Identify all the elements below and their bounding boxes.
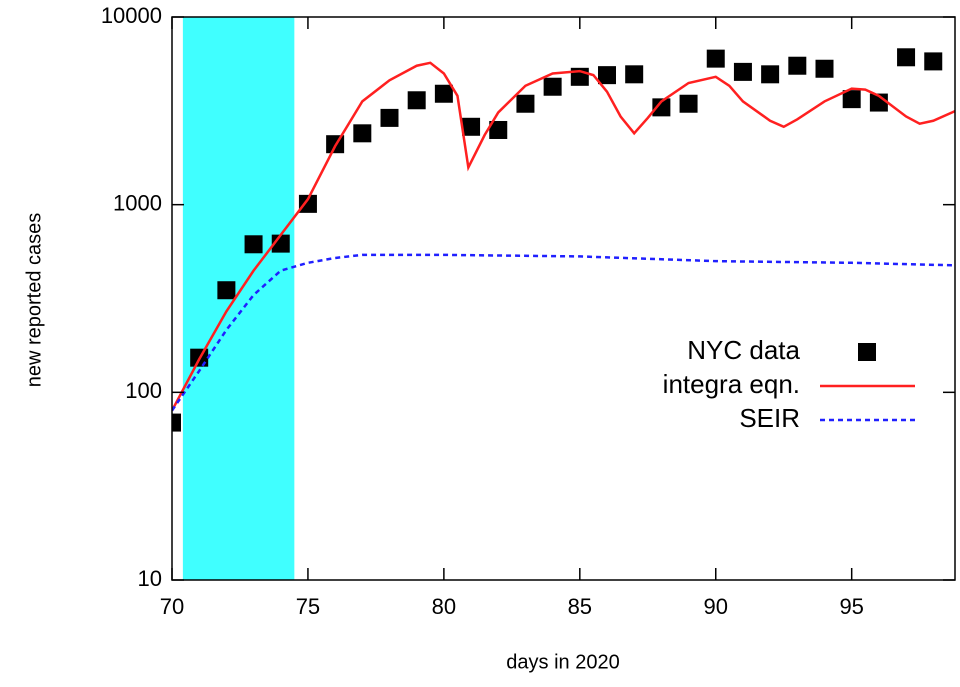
data-point (815, 59, 834, 78)
data-point (652, 98, 671, 117)
data-point (897, 48, 916, 67)
plot-background (182, 17, 295, 580)
y-tick-label: 1000 (113, 190, 162, 215)
data-point (924, 52, 943, 71)
data-point (298, 194, 317, 213)
data-point (516, 94, 535, 113)
data-point (434, 84, 453, 103)
data-point (353, 124, 372, 143)
data-point (842, 90, 861, 109)
y-tick-label: 100 (125, 378, 162, 403)
y-axis-label: new reported cases (23, 213, 45, 388)
data-point (217, 281, 236, 300)
data-point (679, 94, 698, 113)
data-point (706, 49, 725, 68)
legend-symbol (858, 343, 876, 361)
data-point (172, 413, 181, 432)
y-tick-label: 10 (138, 566, 162, 591)
plot-marks (172, 48, 955, 432)
highlight-band (182, 17, 295, 580)
x-tick-label: 95 (839, 594, 863, 619)
x-tick-label: 80 (432, 594, 456, 619)
y-tick-label: 10000 (101, 3, 162, 28)
data-point (733, 62, 752, 81)
data-point (625, 65, 644, 84)
x-axis-label: days in 2020 (506, 651, 619, 673)
data-point (788, 56, 807, 75)
data-point (598, 66, 616, 85)
x-tick-label: 85 (568, 594, 592, 619)
x-tick-label: 90 (704, 594, 728, 619)
series-line (172, 253, 955, 412)
x-tick-label: 70 (160, 594, 184, 619)
legend-label: SEIR (739, 403, 800, 433)
series-line (172, 61, 955, 412)
x-tick-label: 75 (296, 594, 320, 619)
data-point (380, 108, 399, 127)
data-point (462, 117, 481, 136)
legend-label: integra eqn. (663, 369, 800, 399)
data-point (244, 235, 263, 254)
plot-frame (171, 16, 956, 581)
data-point (489, 120, 508, 139)
data-point (407, 91, 426, 110)
data-point (761, 65, 780, 84)
data-point (543, 77, 562, 96)
legend-label: NYC data (687, 335, 800, 365)
